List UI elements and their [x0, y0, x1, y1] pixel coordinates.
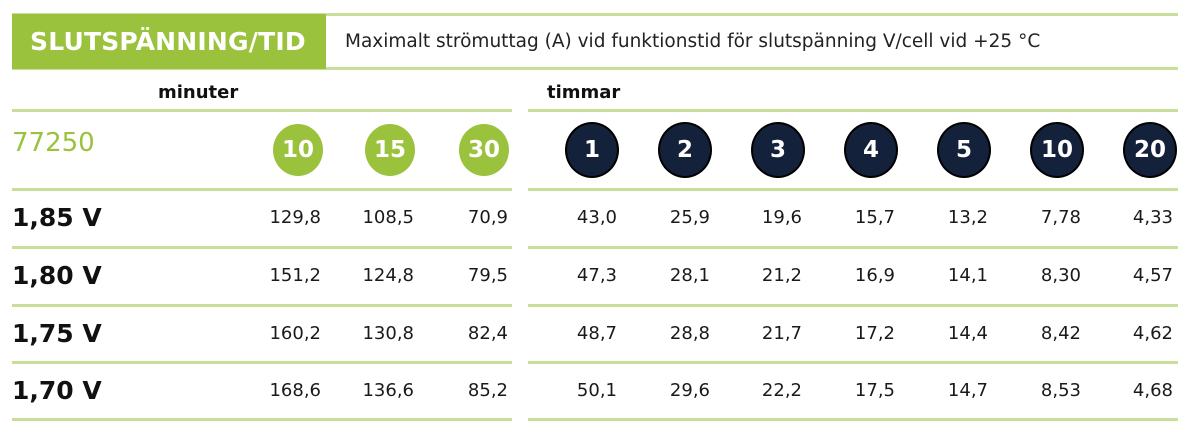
cell: 28,8 — [669, 323, 710, 344]
table-subtitle: Maximalt strömuttag (A) vid funktionstid… — [345, 31, 1041, 52]
cell: 136,6 — [362, 380, 414, 401]
header-bottom-rule — [12, 67, 1178, 70]
cell: 82,4 — [467, 323, 508, 344]
cell: 13,2 — [947, 207, 988, 228]
cell: 43,0 — [576, 207, 617, 228]
row-rule — [12, 188, 512, 191]
column-header-30-min: 30 — [459, 124, 509, 176]
cell: 19,6 — [761, 207, 802, 228]
cell: 4,68 — [1132, 380, 1173, 401]
cell: 21,2 — [761, 265, 802, 286]
cell: 29,6 — [669, 380, 710, 401]
cell: 4,57 — [1132, 265, 1173, 286]
cell: 130,8 — [362, 323, 414, 344]
voltage-label: 1,80 V — [12, 261, 102, 290]
column-header-20-h: 20 — [1125, 124, 1175, 176]
cell: 16,9 — [854, 265, 895, 286]
table-title: SLUTSPÄNNING/TID — [30, 27, 306, 56]
cell: 108,5 — [362, 207, 414, 228]
cell: 47,3 — [576, 265, 617, 286]
cell: 7,78 — [1040, 207, 1081, 228]
cell: 21,7 — [761, 323, 802, 344]
column-header-2-h: 2 — [660, 124, 710, 176]
cell: 8,42 — [1040, 323, 1081, 344]
row-rule — [12, 361, 512, 364]
hours-group-label: timmar — [547, 82, 621, 103]
cell: 168,6 — [269, 380, 321, 401]
title-box: SLUTSPÄNNING/TID — [12, 14, 326, 69]
column-header-4-h: 4 — [846, 124, 896, 176]
cell: 22,2 — [761, 380, 802, 401]
voltage-label: 1,85 V — [12, 203, 102, 232]
model-number: 77250 — [12, 128, 95, 158]
row-rule — [528, 361, 1178, 364]
header-top-rule — [12, 13, 1178, 16]
minutes-group-label: minuter — [158, 82, 239, 103]
cell: 8,30 — [1040, 265, 1081, 286]
cell: 85,2 — [467, 380, 508, 401]
row-rule — [528, 246, 1178, 249]
cell: 50,1 — [576, 380, 617, 401]
minutes-group-rule — [12, 109, 512, 112]
hours-group-rule — [528, 109, 1178, 112]
cell: 160,2 — [269, 323, 321, 344]
cell: 17,2 — [854, 323, 895, 344]
column-header-10-min: 10 — [273, 124, 323, 176]
cell: 28,1 — [669, 265, 710, 286]
cell: 124,8 — [362, 265, 414, 286]
voltage-label: 1,75 V — [12, 319, 102, 348]
cell: 14,7 — [947, 380, 988, 401]
cell: 17,5 — [854, 380, 895, 401]
row-rule — [528, 304, 1178, 307]
column-header-3-h: 3 — [753, 124, 803, 176]
column-header-5-h: 5 — [939, 124, 989, 176]
cell: 70,9 — [467, 207, 508, 228]
cell: 129,8 — [269, 207, 321, 228]
column-header-15-min: 15 — [365, 124, 415, 176]
row-rule — [12, 418, 512, 421]
voltage-label: 1,70 V — [12, 376, 102, 405]
column-header-10-h: 10 — [1032, 124, 1082, 176]
cell: 48,7 — [576, 323, 617, 344]
cell: 151,2 — [269, 265, 321, 286]
row-rule — [12, 246, 512, 249]
cell: 15,7 — [854, 207, 895, 228]
cell: 4,33 — [1132, 207, 1173, 228]
cell: 14,4 — [947, 323, 988, 344]
row-rule — [12, 304, 512, 307]
cell: 8,53 — [1040, 380, 1081, 401]
cell: 25,9 — [669, 207, 710, 228]
row-rule — [528, 418, 1178, 421]
cell: 4,62 — [1132, 323, 1173, 344]
cell: 79,5 — [467, 265, 508, 286]
row-rule — [528, 188, 1178, 191]
cell: 14,1 — [947, 265, 988, 286]
column-header-1-h: 1 — [567, 124, 617, 176]
